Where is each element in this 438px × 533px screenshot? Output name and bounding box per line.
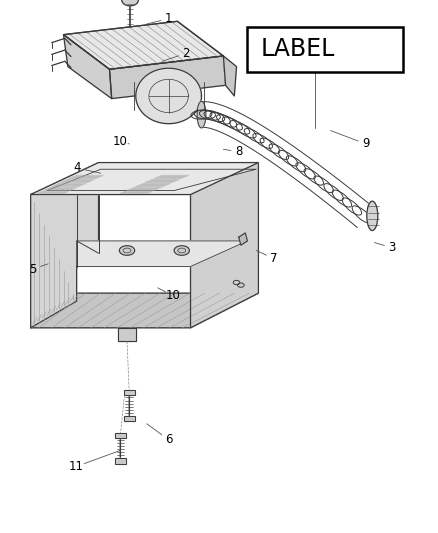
Bar [115,433,126,438]
Text: 10: 10 [113,135,128,148]
Polygon shape [110,56,226,99]
Bar [115,433,126,438]
Text: 7: 7 [270,252,278,265]
Text: 6: 6 [165,433,173,446]
Bar [124,416,135,421]
Text: 10: 10 [166,289,180,302]
Polygon shape [77,241,247,266]
Polygon shape [136,68,201,124]
Text: 11: 11 [69,460,84,473]
Text: 1: 1 [165,12,173,25]
Ellipse shape [122,0,138,6]
Text: 2: 2 [182,47,190,60]
Text: 9: 9 [362,138,370,150]
Bar [124,416,135,421]
Bar [124,390,135,395]
Polygon shape [239,233,247,245]
Text: 8: 8 [235,146,242,158]
Polygon shape [64,35,112,99]
Bar [247,27,403,72]
Bar [115,458,126,464]
Ellipse shape [197,101,206,128]
Polygon shape [31,293,258,328]
Ellipse shape [119,246,135,255]
Polygon shape [191,163,258,328]
Polygon shape [31,163,99,328]
Ellipse shape [367,201,378,231]
Text: 3: 3 [389,241,396,254]
Polygon shape [64,21,223,69]
Polygon shape [223,56,237,96]
Bar [115,458,126,464]
Text: LABEL: LABEL [261,37,335,61]
Polygon shape [31,163,258,195]
Polygon shape [118,328,136,341]
Text: 5: 5 [29,263,36,276]
Ellipse shape [174,246,189,255]
Bar [124,390,135,395]
Text: 4: 4 [73,161,81,174]
